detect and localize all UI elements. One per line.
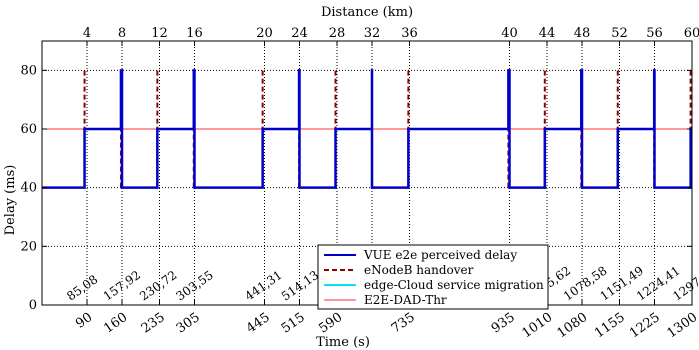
legend-label: edge-Cloud service migration bbox=[364, 278, 544, 292]
delay-series-line bbox=[42, 69, 692, 189]
x-tick-label: 590 bbox=[316, 310, 345, 337]
x-axis-label: Time (s) bbox=[316, 335, 370, 350]
top-axis-label: Distance (km) bbox=[321, 5, 413, 20]
top-tick-label: 60 bbox=[684, 26, 699, 41]
y-tick-label: 0 bbox=[29, 298, 37, 313]
top-tick-label: 36 bbox=[401, 26, 418, 41]
event-annotation: 514,13 bbox=[279, 268, 321, 304]
legend-box bbox=[317, 244, 549, 310]
top-tick-label: 20 bbox=[256, 26, 273, 41]
top-tick-label: 16 bbox=[186, 26, 203, 41]
top-tick-label: 12 bbox=[151, 26, 168, 41]
x-tick-label: 515 bbox=[279, 310, 308, 337]
top-tick-label: 48 bbox=[574, 26, 591, 41]
top-tick-label: 4 bbox=[83, 26, 91, 41]
top-tick-label: 44 bbox=[539, 26, 556, 41]
top-tick-label: 56 bbox=[646, 26, 663, 41]
x-tick-label: 1010 bbox=[520, 310, 556, 341]
x-tick-label: 1300 bbox=[665, 310, 699, 341]
y-tick-label: 20 bbox=[20, 239, 37, 254]
event-annotation: 230,72 bbox=[137, 268, 179, 304]
event-annotation: 441,31 bbox=[242, 268, 284, 304]
top-tick-label: 28 bbox=[329, 26, 346, 41]
x-tick-label: 445 bbox=[244, 310, 273, 337]
top-tick-label: 52 bbox=[611, 26, 628, 41]
legend-label: eNodeB handover bbox=[364, 263, 474, 277]
event-annotation: 85,08 bbox=[64, 272, 100, 303]
x-tick-label: 935 bbox=[489, 310, 518, 337]
event-annotation: 157,92 bbox=[101, 268, 143, 304]
x-tick-label: 235 bbox=[139, 310, 168, 337]
top-tick-label: 32 bbox=[364, 26, 381, 41]
y-axis-label: Delay (ms) bbox=[3, 165, 18, 236]
top-tick-label: 40 bbox=[501, 26, 518, 41]
y-tick-label: 80 bbox=[20, 63, 37, 78]
top-tick-label: 24 bbox=[291, 26, 308, 41]
y-tick-label: 40 bbox=[20, 181, 37, 196]
x-tick-label: 1155 bbox=[592, 310, 628, 341]
x-tick-label: 1225 bbox=[627, 310, 663, 341]
x-tick-label: 305 bbox=[174, 310, 203, 337]
legend-label: E2E-DAD-Thr bbox=[364, 293, 447, 307]
x-tick-label: 735 bbox=[389, 310, 418, 337]
y-tick-label: 60 bbox=[20, 122, 37, 137]
delay-layer bbox=[42, 69, 692, 189]
x-tick-label: 90 bbox=[73, 310, 95, 332]
top-tick-label: 8 bbox=[118, 26, 126, 41]
event-annotation: 303,55 bbox=[173, 268, 215, 304]
x-tick-label: 160 bbox=[101, 310, 130, 337]
legend-label: VUE e2e perceived delay bbox=[363, 248, 517, 262]
x-tick-label: 1080 bbox=[555, 310, 591, 341]
